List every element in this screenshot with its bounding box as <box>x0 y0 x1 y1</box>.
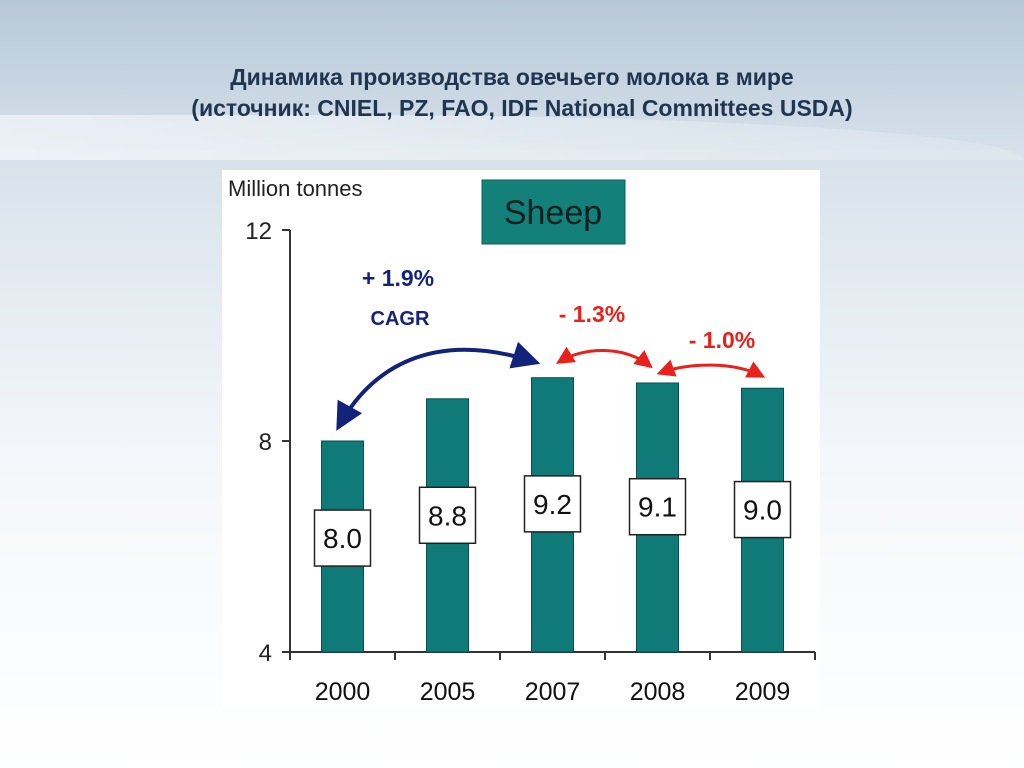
value-label: 9.0 <box>743 495 782 526</box>
slide-title: Динамика производства овечьего молока в … <box>0 62 1024 124</box>
x-category-label: 2000 <box>315 678 371 706</box>
change-2007-2008-annotation: - 1.3% <box>555 301 653 369</box>
cagr-value: + 1.9% <box>362 265 434 291</box>
x-category-label: 2009 <box>735 678 791 706</box>
change-2008-2009-annotation: - 1.0% <box>656 327 766 378</box>
y-axis-label: Million tonnes <box>228 176 363 201</box>
y-tick-label: 12 <box>245 218 272 245</box>
value-label: 9.2 <box>533 489 572 520</box>
y-ticks: 4 8 12 <box>245 218 816 667</box>
change-2008-2009-label: - 1.0% <box>689 327 755 353</box>
x-category-label: 2008 <box>630 678 686 706</box>
change-2007-2008-arrow <box>555 346 653 369</box>
cagr-label: CAGR <box>371 308 430 330</box>
value-label-box <box>418 486 477 545</box>
chart-title: Sheep <box>504 194 602 232</box>
value-label: 9.1 <box>638 492 677 523</box>
cagr-arrow <box>336 341 541 431</box>
change-2007-2008-label: - 1.3% <box>559 301 625 327</box>
x-category-label: 2005 <box>420 678 476 706</box>
slide-title-line1: Динамика производства овечьего молока в … <box>230 64 794 90</box>
slide-title-line2: (источник: CNIEL, PZ, FAO, IDF National … <box>191 95 853 121</box>
value-label-box <box>733 480 792 539</box>
bars: 8.0 2000 8.8 2005 9.2 2007 9.1 2008 9.0 2009 <box>313 377 792 706</box>
y-tick-label: 4 <box>259 640 272 667</box>
value-label: 8.8 <box>428 500 467 531</box>
chart-title-background <box>481 179 626 245</box>
value-label-box <box>523 475 582 533</box>
cagr-annotation: + 1.9% CAGR <box>336 265 541 431</box>
x-category-label: 2007 <box>525 678 581 706</box>
value-label: 8.0 <box>323 523 362 554</box>
y-tick-label: 8 <box>259 429 272 456</box>
chart-title-box: Sheep <box>481 179 626 245</box>
change-2008-2009-arrow <box>656 359 766 378</box>
value-label-box <box>313 509 372 567</box>
value-label-box <box>628 477 687 536</box>
